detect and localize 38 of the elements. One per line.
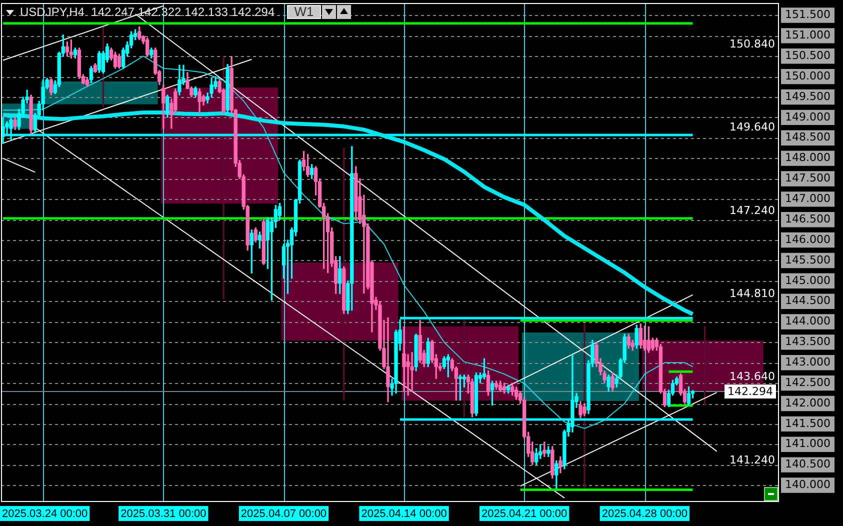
y-tick-label: 141.500	[785, 416, 830, 430]
annotation: 150.840	[730, 37, 775, 50]
ref-line-label: 142.294	[728, 384, 774, 398]
annotation: 149.640	[730, 120, 775, 134]
y-tick-label: 147.000	[785, 192, 830, 206]
y-tick-label: 147.500	[785, 172, 830, 185]
y-tick-label: 140.500	[785, 458, 830, 471]
y-tick-label: 143.500	[785, 335, 830, 348]
x-tick-label: 2025.04.28 00:00	[602, 508, 688, 520]
x-tick-label: 2025.04.21 00:00	[482, 508, 568, 520]
y-tick-label: 150.000	[785, 69, 830, 82]
y-tick-label: 151.500	[785, 8, 830, 22]
x-tick-label: 2025.03.24 00:00	[2, 508, 88, 520]
x-tick-label: 2025.04.14 00:00	[361, 508, 447, 520]
y-tick-label: 144.000	[785, 314, 830, 328]
annotation: 144.810	[730, 286, 775, 300]
y-tick-label: 148.000	[785, 151, 830, 164]
y-tick-label: 151.000	[785, 28, 830, 42]
y-tick-label: 149.000	[785, 110, 830, 124]
x-tick-label: 2025.03.31 00:00	[120, 508, 206, 520]
y-tick-label: 141.000	[785, 437, 830, 450]
y-tick-label: 140.000	[785, 478, 830, 492]
annotation: 147.240	[730, 204, 775, 217]
y-tick-label: 143.000	[785, 356, 830, 368]
x-tick-label: 2025.04.07 00:00	[240, 508, 327, 520]
y-tick-label: 149.500	[785, 90, 830, 103]
y-tick-label: 146.500	[785, 212, 830, 226]
y-tick-label: 146.000	[785, 232, 830, 246]
y-tick-label: 148.500	[785, 130, 830, 144]
y-tick-label: 142.500	[785, 376, 830, 389]
annotation: 141.240	[730, 453, 775, 466]
annotation: 143.640	[730, 370, 775, 384]
y-tick-label: 142.000	[785, 396, 830, 410]
y-tick-label: 144.500	[785, 294, 830, 308]
y-tick-label: 145.500	[785, 253, 830, 266]
annotation: W1	[294, 4, 314, 20]
y-tick-label: 145.000	[785, 274, 830, 287]
y-tick-label: 150.500	[785, 48, 830, 62]
